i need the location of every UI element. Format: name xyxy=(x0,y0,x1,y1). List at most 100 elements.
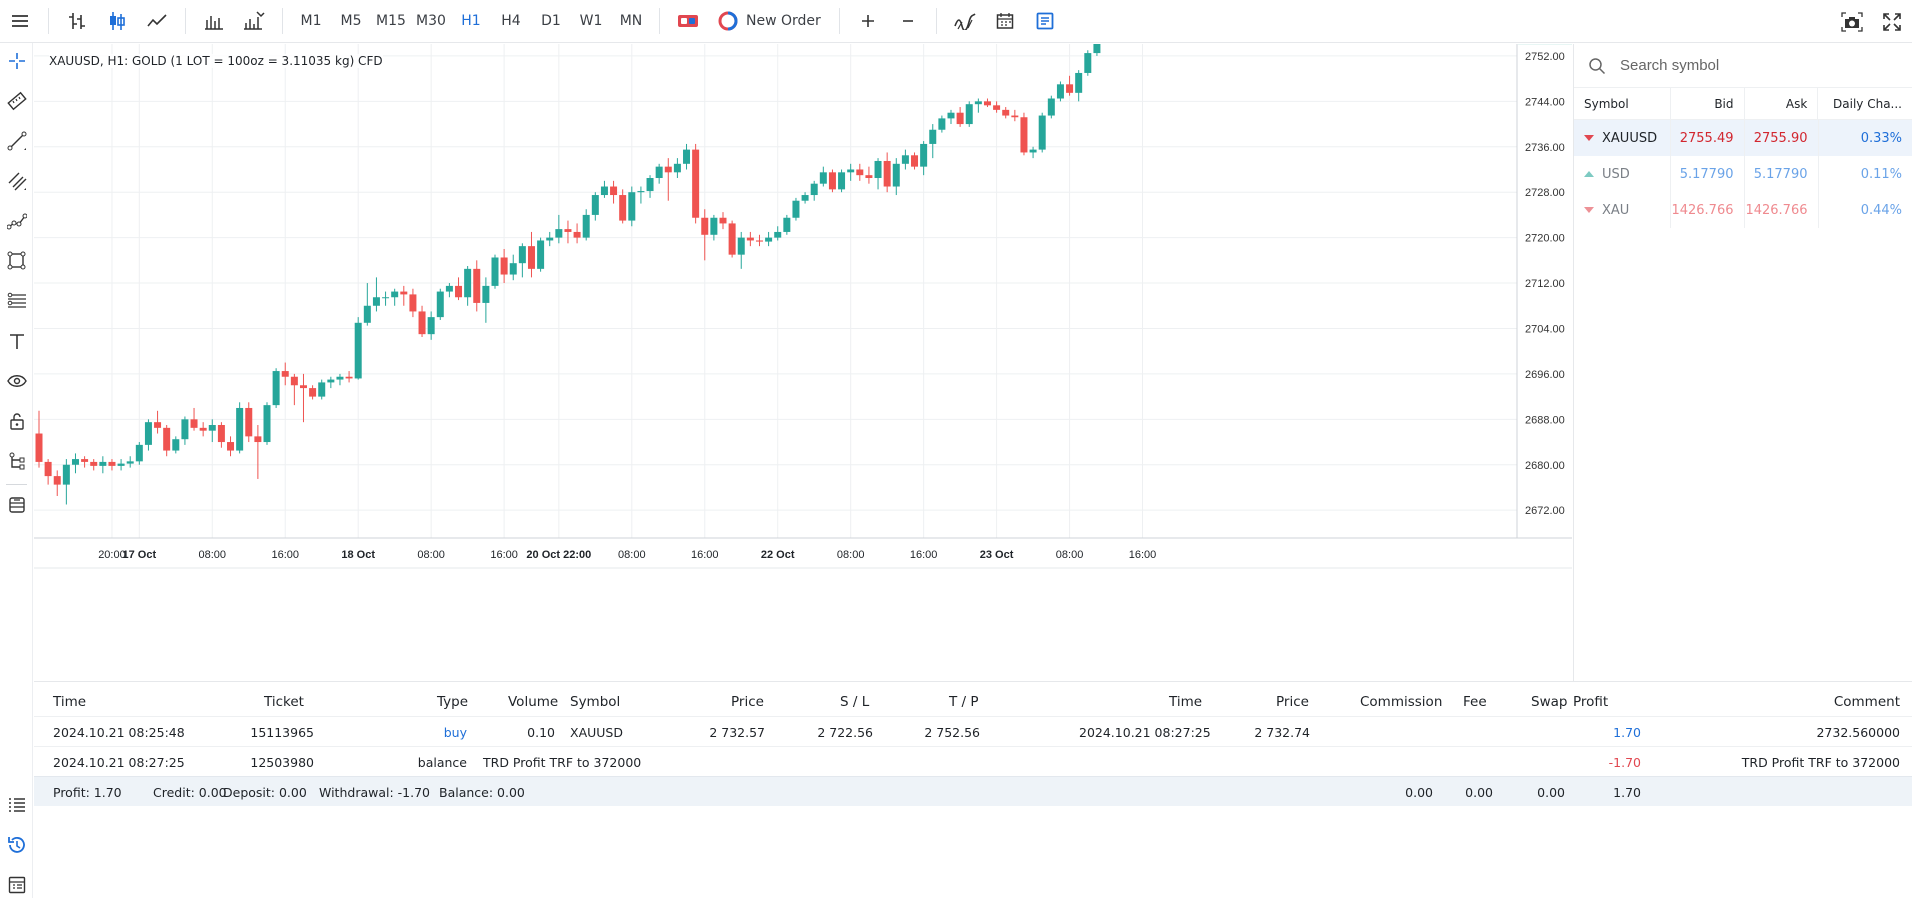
zoom-out-button[interactable] xyxy=(888,0,928,43)
crosshair-icon[interactable] xyxy=(0,45,33,77)
new-order-label: New Order xyxy=(746,13,821,29)
y-tick-label: 2696.00 xyxy=(1525,369,1565,381)
timeframe-d1[interactable]: D1 xyxy=(541,13,561,29)
col-price[interactable]: Price xyxy=(731,694,764,710)
x-tick-label: 16:00 xyxy=(691,549,719,561)
col-ticket[interactable]: Ticket xyxy=(264,694,304,710)
x-tick-label: 18 Oct xyxy=(341,549,375,561)
tick-volume-icon[interactable] xyxy=(194,0,234,43)
watch-symbol: USD xyxy=(1574,156,1671,192)
candle-body xyxy=(391,291,399,298)
col-time[interactable]: Time xyxy=(53,694,87,710)
timeframe-h4[interactable]: H4 xyxy=(501,13,521,29)
menu-icon[interactable] xyxy=(0,0,40,43)
col-tp[interactable]: T / P xyxy=(949,694,979,710)
chart-canvas[interactable]: 2752.00 2744.00 2736.00 2728.00 2720.00 2712.… xyxy=(34,44,1572,681)
price-chart[interactable]: XAUUSD, H1: GOLD (1 LOT = 100oz = 3.1103… xyxy=(34,44,1572,681)
lock-icon[interactable] xyxy=(0,405,33,437)
list-icon[interactable] xyxy=(0,789,33,821)
col-commission[interactable]: Commission xyxy=(1360,694,1443,710)
trade-panel-icon[interactable] xyxy=(1025,0,1065,43)
timeframe-mn[interactable]: MN xyxy=(619,13,643,29)
history-row[interactable]: 2024.10.21 08:25:48 15113965 buy 0.10 XA… xyxy=(34,716,1912,746)
fullscreen-icon[interactable] xyxy=(1872,0,1912,43)
eye-icon[interactable] xyxy=(0,365,33,397)
row-close-price: 2 732.74 xyxy=(1254,725,1310,740)
candle-body xyxy=(719,217,727,224)
watchlist-row-xauusd[interactable]: XAUUSD 2755.49 2755.90 0.33% xyxy=(1574,120,1912,156)
candle-body xyxy=(245,407,253,437)
zoom-in-button[interactable] xyxy=(848,0,888,43)
timeframe-m15[interactable]: M15 xyxy=(376,13,406,29)
trend-line-icon[interactable] xyxy=(0,125,33,157)
candle-body xyxy=(993,105,1001,110)
candle-body xyxy=(646,178,654,192)
col-symbol[interactable]: Symbol xyxy=(570,694,621,710)
layers-icon[interactable] xyxy=(0,489,33,521)
col-symbol[interactable]: Symbol xyxy=(1574,88,1671,119)
x-tick-label: 08:00 xyxy=(837,549,865,561)
indicators-icon[interactable] xyxy=(234,0,274,43)
col-volume[interactable]: Volume xyxy=(508,694,559,710)
col-close-price[interactable]: Price xyxy=(1276,694,1309,710)
one-click-trading-icon[interactable] xyxy=(668,0,708,43)
ruler-icon[interactable] xyxy=(0,85,33,117)
timeframe-m1[interactable]: M1 xyxy=(300,13,322,29)
history-icon[interactable] xyxy=(0,829,33,861)
candle-body xyxy=(272,371,280,406)
bar-chart-icon[interactable] xyxy=(57,0,97,43)
journal-icon[interactable] xyxy=(0,869,33,898)
search-input[interactable] xyxy=(1620,57,1880,74)
fibonacci-levels-icon[interactable] xyxy=(0,285,33,317)
symbol-search[interactable] xyxy=(1574,44,1912,88)
col-bid[interactable]: Bid xyxy=(1671,88,1745,119)
timeframe-m30[interactable]: M30 xyxy=(416,13,446,29)
candle-body xyxy=(318,382,326,397)
timeframe-m5[interactable]: M5 xyxy=(340,13,362,29)
candle-body xyxy=(546,237,554,241)
candlestick-chart-icon[interactable] xyxy=(97,0,137,43)
candle-body xyxy=(117,463,125,466)
col-profit[interactable]: Profit xyxy=(1573,694,1609,710)
watch-symbol: XAUUSD xyxy=(1574,120,1671,156)
col-ask[interactable]: Ask xyxy=(1745,88,1819,119)
candle-body xyxy=(172,439,180,451)
candle-body xyxy=(619,195,627,221)
new-order-button[interactable]: New Order xyxy=(708,0,831,43)
col-fee[interactable]: Fee xyxy=(1463,694,1487,710)
col-type[interactable]: Type xyxy=(437,694,469,710)
candle-body xyxy=(345,376,353,379)
candle-body xyxy=(190,419,198,428)
toolbar-divider xyxy=(838,8,840,34)
col-comment[interactable]: Comment xyxy=(1833,694,1900,710)
fibonacci-icon[interactable] xyxy=(0,205,33,237)
candle-body xyxy=(701,217,709,235)
text-tool-icon[interactable] xyxy=(0,325,33,357)
candle-body xyxy=(591,195,599,215)
watch-bid: 5.17790 xyxy=(1671,156,1745,192)
x-tick-label: 23 Oct xyxy=(980,549,1014,561)
watch-ask: 1426.766 xyxy=(1745,192,1819,228)
line-chart-icon[interactable] xyxy=(137,0,177,43)
calendar-icon[interactable] xyxy=(985,0,1025,43)
screenshot-icon[interactable] xyxy=(1832,0,1872,43)
watchlist-row-usd[interactable]: USD 5.17790 5.17790 0.11% xyxy=(1574,156,1912,192)
minus-icon xyxy=(902,20,913,22)
shapes-icon[interactable] xyxy=(0,245,33,277)
timeframe-w1[interactable]: W1 xyxy=(579,13,603,29)
col-swap[interactable]: Swap xyxy=(1531,694,1568,710)
timeframe-selector: M1 M5 M15 M30 H1 H4 D1 W1 MN xyxy=(291,0,651,43)
indicator-wave-icon[interactable] xyxy=(945,0,985,43)
candle-body xyxy=(327,379,335,383)
col-daily-change[interactable]: Daily Cha... xyxy=(1833,96,1902,111)
candle-body xyxy=(1011,115,1019,118)
col-close-time[interactable]: Time xyxy=(1169,694,1203,710)
object-tree-icon[interactable] xyxy=(0,445,33,477)
history-row[interactable]: 2024.10.21 08:27:25 12503980 balance TRD… xyxy=(34,746,1912,776)
summary-profit: Profit: 1.70 xyxy=(53,785,122,800)
watchlist-row-xau[interactable]: XAU 1426.766 1426.766 0.44% xyxy=(1574,192,1912,228)
candle-body xyxy=(500,257,508,275)
col-sl[interactable]: S / L xyxy=(840,694,870,710)
channel-icon[interactable] xyxy=(0,165,33,197)
timeframe-h1[interactable]: H1 xyxy=(461,13,481,29)
